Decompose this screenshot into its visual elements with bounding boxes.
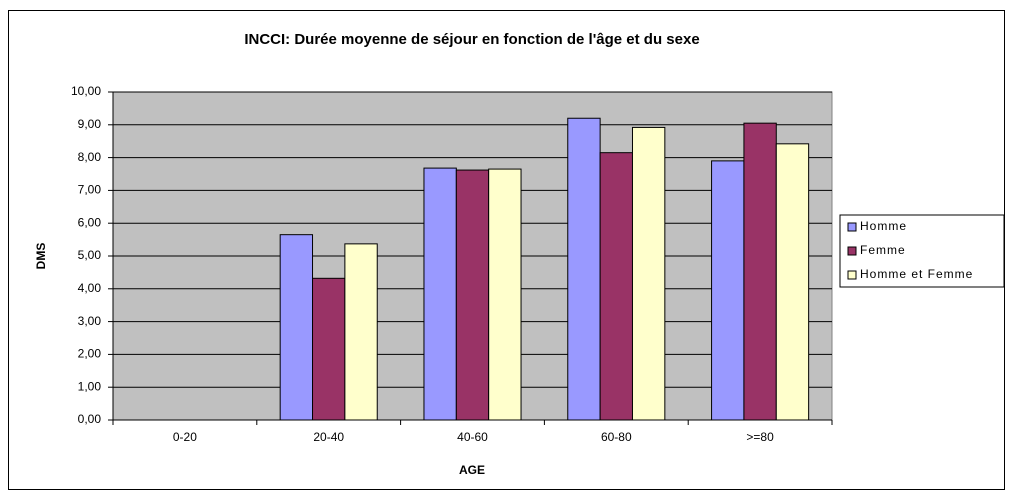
y-tick-label: 10,00	[71, 84, 101, 98]
bar	[567, 117, 601, 421]
bar	[423, 167, 457, 421]
y-tick-label: 7,00	[78, 183, 102, 197]
legend-swatch	[847, 246, 857, 256]
x-tick-label: 60-80	[601, 430, 632, 444]
y-axis-title: DMS	[34, 243, 48, 270]
x-axis-title: AGE	[459, 463, 485, 477]
y-tick-label: 2,00	[78, 347, 102, 361]
legend-swatch	[847, 222, 857, 232]
bar	[455, 169, 490, 421]
bar	[312, 277, 346, 421]
bar	[599, 152, 633, 421]
bar	[631, 126, 666, 421]
bar	[743, 122, 777, 421]
y-tick-label: 0,00	[78, 412, 102, 426]
y-tick-label: 4,00	[78, 281, 102, 295]
legend-box	[839, 214, 1005, 288]
legend-swatch	[847, 270, 857, 280]
y-tick-label: 9,00	[78, 117, 102, 131]
bar	[711, 160, 745, 421]
y-tick-label: 8,00	[78, 150, 102, 164]
y-tick-label: 3,00	[78, 314, 102, 328]
x-tick-label: 0-20	[173, 430, 197, 444]
bar	[279, 234, 314, 421]
bar	[488, 168, 522, 421]
legend-label: Femme	[860, 243, 906, 257]
y-tick-label: 5,00	[78, 248, 102, 262]
legend-label: Homme et Femme	[860, 267, 973, 281]
x-tick-label: 20-40	[313, 430, 344, 444]
chart-title: INCCI: Durée moyenne de séjour en foncti…	[244, 31, 699, 48]
y-tick-label: 1,00	[78, 379, 102, 393]
bar	[775, 143, 810, 421]
x-tick-label: 40-60	[457, 430, 488, 444]
legend-label: Homme	[860, 219, 907, 233]
y-tick-label: 6,00	[78, 215, 102, 229]
bar	[344, 243, 378, 421]
x-tick-label: >=80	[746, 430, 774, 444]
